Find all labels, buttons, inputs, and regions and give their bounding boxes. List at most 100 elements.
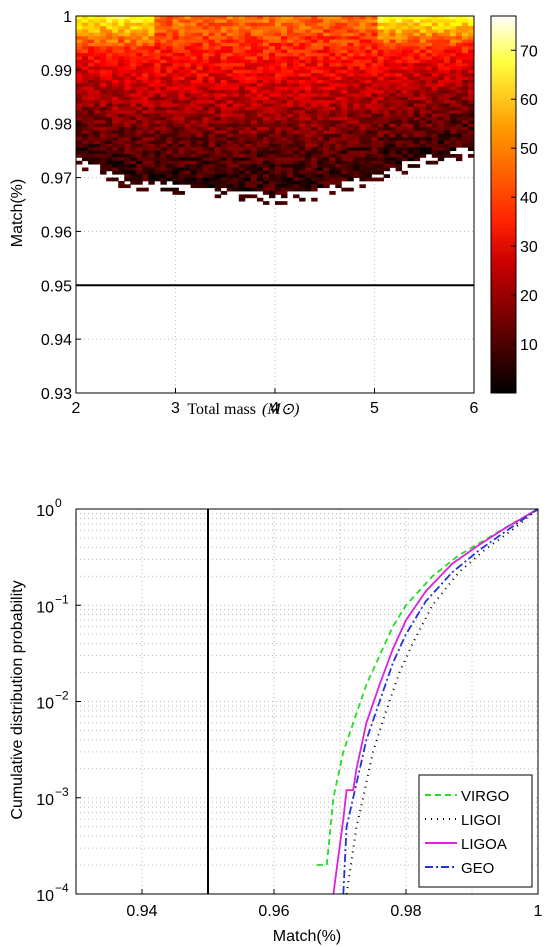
heatmap-cell: [118, 63, 125, 67]
heatmap-cell: [317, 66, 324, 71]
heatmap-cell: [359, 177, 366, 182]
heatmap-cell: [449, 36, 457, 40]
heatmap-cell: [443, 147, 451, 152]
heatmap-cell: [82, 167, 89, 172]
heatmap-cell: [226, 133, 234, 138]
heatmap-cell: [196, 123, 204, 128]
heatmap-cell: [335, 120, 342, 125]
heatmap-cell: [136, 22, 143, 27]
heatmap-cell: [160, 174, 167, 178]
heatmap-cell: [305, 133, 312, 138]
colorbar-tick-label: 40: [520, 190, 538, 207]
heatmap-cell: [311, 22, 318, 27]
heatmap-cell: [142, 83, 149, 88]
heatmap-cell: [281, 22, 288, 27]
heatmap-cell: [317, 63, 324, 67]
heatmap-cell: [208, 143, 216, 148]
heatmap-cell: [413, 79, 421, 84]
heatmap-cell: [244, 170, 252, 175]
heatmap-cell: [365, 143, 372, 148]
heatmap-cell: [220, 174, 228, 178]
heatmap-cell: [160, 140, 167, 145]
heatmap-cell: [112, 69, 119, 74]
heatmap-cell: [413, 96, 421, 101]
heatmap-cell: [377, 170, 384, 175]
heatmap-cell: [238, 22, 246, 27]
heatmap-cell: [226, 49, 234, 54]
heatmap-cell: [160, 79, 167, 84]
x-tick-label: 0.96: [258, 903, 289, 920]
heatmap-cell: [250, 56, 258, 61]
heatmap-cell: [256, 49, 264, 54]
heatmap-cell: [461, 96, 469, 101]
heatmap-cell: [299, 154, 306, 158]
heatmap-cell: [262, 130, 270, 135]
heatmap-cell: [293, 187, 300, 192]
heatmap-cell: [365, 116, 372, 121]
heatmap-cell: [94, 26, 101, 30]
heatmap-cell: [244, 110, 252, 115]
heatmap-cell: [154, 63, 161, 67]
heatmap-cell: [220, 140, 228, 145]
heatmap-cell: [353, 56, 360, 61]
heatmap-cell: [305, 49, 312, 54]
heatmap-cell: [407, 86, 415, 91]
heatmap-cell: [431, 22, 439, 27]
heatmap-cell: [124, 56, 131, 61]
heatmap-cell: [112, 120, 119, 125]
heatmap-cell: [220, 127, 228, 131]
heatmap-cell: [244, 116, 252, 121]
heatmap-cell: [305, 177, 312, 182]
heatmap-cell: [214, 96, 222, 101]
heatmap-cell: [154, 170, 161, 175]
heatmap-cell: [154, 177, 161, 182]
heatmap-cell: [413, 73, 421, 77]
heatmap-cell: [467, 63, 475, 67]
heatmap-cell: [317, 49, 324, 54]
heatmap-cell: [238, 140, 246, 145]
heatmap-cell: [94, 73, 101, 77]
heatmap-cell: [184, 106, 191, 111]
heatmap-cell: [124, 90, 131, 94]
heatmap-cell: [305, 100, 312, 104]
heatmap-cell: [256, 66, 264, 71]
heatmap-cell: [443, 39, 451, 44]
heatmap-cell: [299, 133, 306, 138]
heatmap-cell: [293, 147, 300, 152]
heatmap-cell: [365, 160, 372, 165]
heatmap-cell: [365, 164, 372, 168]
heatmap-cell: [112, 177, 119, 182]
heatmap-cell: [184, 116, 191, 121]
heatmap-cell: [395, 160, 403, 165]
heatmap-cell: [293, 157, 300, 162]
heatmap-cell: [395, 22, 403, 27]
heatmap-cell: [130, 167, 137, 172]
heatmap-cell: [389, 83, 397, 88]
heatmap-cell: [208, 150, 216, 155]
heatmap-cell: [238, 147, 246, 152]
heatmap-cell: [268, 184, 276, 189]
heatmap-cell: [407, 76, 415, 81]
heatmap-cell: [124, 157, 131, 162]
heatmap-cell: [142, 133, 149, 138]
heatmap-cell: [311, 137, 318, 141]
y-tick-exponent: 0: [55, 496, 62, 510]
heatmap-cell: [365, 157, 372, 162]
heatmap-cell: [244, 56, 252, 61]
heatmap-cell: [202, 113, 210, 118]
heatmap-cell: [82, 96, 89, 101]
heatmap-cell: [262, 106, 270, 111]
heatmap-cell: [166, 147, 173, 152]
heatmap-cell: [106, 140, 113, 145]
heatmap-cell: [377, 26, 384, 30]
heatmap-cell: [226, 167, 234, 172]
heatmap-cell: [190, 46, 198, 51]
heatmap-cell: [154, 103, 161, 108]
heatmap-cell: [112, 103, 119, 108]
heatmap-cell: [118, 116, 125, 121]
heatmap-cell: [172, 26, 179, 30]
heatmap-cell: [389, 150, 397, 155]
heatmap-cell: [76, 53, 83, 57]
heatmap-cell: [100, 42, 107, 47]
y-tick-label: 0.98: [41, 117, 72, 134]
